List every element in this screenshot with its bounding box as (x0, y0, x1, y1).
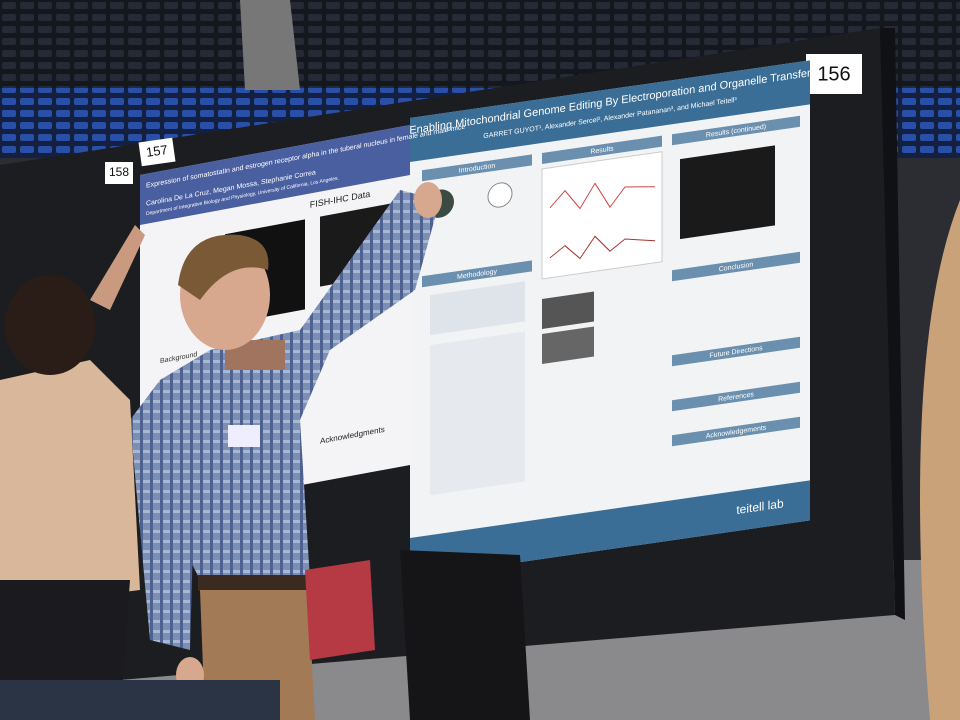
section-title: Results (590, 145, 614, 155)
name-badge (228, 425, 260, 447)
section-bar (672, 381, 800, 412)
section-bar (672, 115, 800, 146)
plot-line (549, 182, 656, 210)
section-bar (672, 251, 800, 282)
bystander-legs (400, 550, 530, 720)
diagram (430, 331, 525, 496)
plot-figure (541, 151, 663, 280)
poster-header (410, 60, 810, 162)
plot-line (549, 235, 656, 260)
foreground-blur (0, 680, 280, 720)
number-card (806, 54, 862, 94)
poster-footer (410, 480, 810, 578)
hair (178, 234, 269, 300)
shirt (140, 190, 440, 580)
section-bar (422, 154, 532, 182)
lab-logo: teitell lab (736, 496, 784, 517)
micrograph (542, 291, 594, 329)
section-bar (672, 336, 800, 367)
arm (90, 225, 145, 310)
board-number: 156 (817, 63, 850, 85)
micrograph (542, 326, 594, 364)
hair (5, 275, 95, 375)
stairs (240, 0, 300, 90)
sleeve (130, 380, 195, 650)
board-number: 157 (145, 142, 169, 160)
gel-image (680, 145, 775, 240)
board-number: 158 (109, 165, 129, 179)
number-card (105, 162, 133, 184)
diagram (430, 281, 525, 336)
belt (198, 575, 308, 591)
figure (487, 182, 513, 208)
bag (305, 560, 375, 660)
poster-header (140, 124, 410, 225)
hand (414, 182, 442, 218)
section-bar (422, 260, 532, 288)
foreground-hair (920, 200, 960, 720)
section-bar (542, 135, 662, 164)
number-card (138, 137, 176, 167)
section-title: Conclusion (719, 261, 754, 273)
jacket (0, 360, 140, 600)
section-bar (672, 416, 800, 447)
board-edge (880, 28, 905, 620)
main-poster: Enabling Mitochondrial Genome Editing By… (409, 60, 811, 578)
